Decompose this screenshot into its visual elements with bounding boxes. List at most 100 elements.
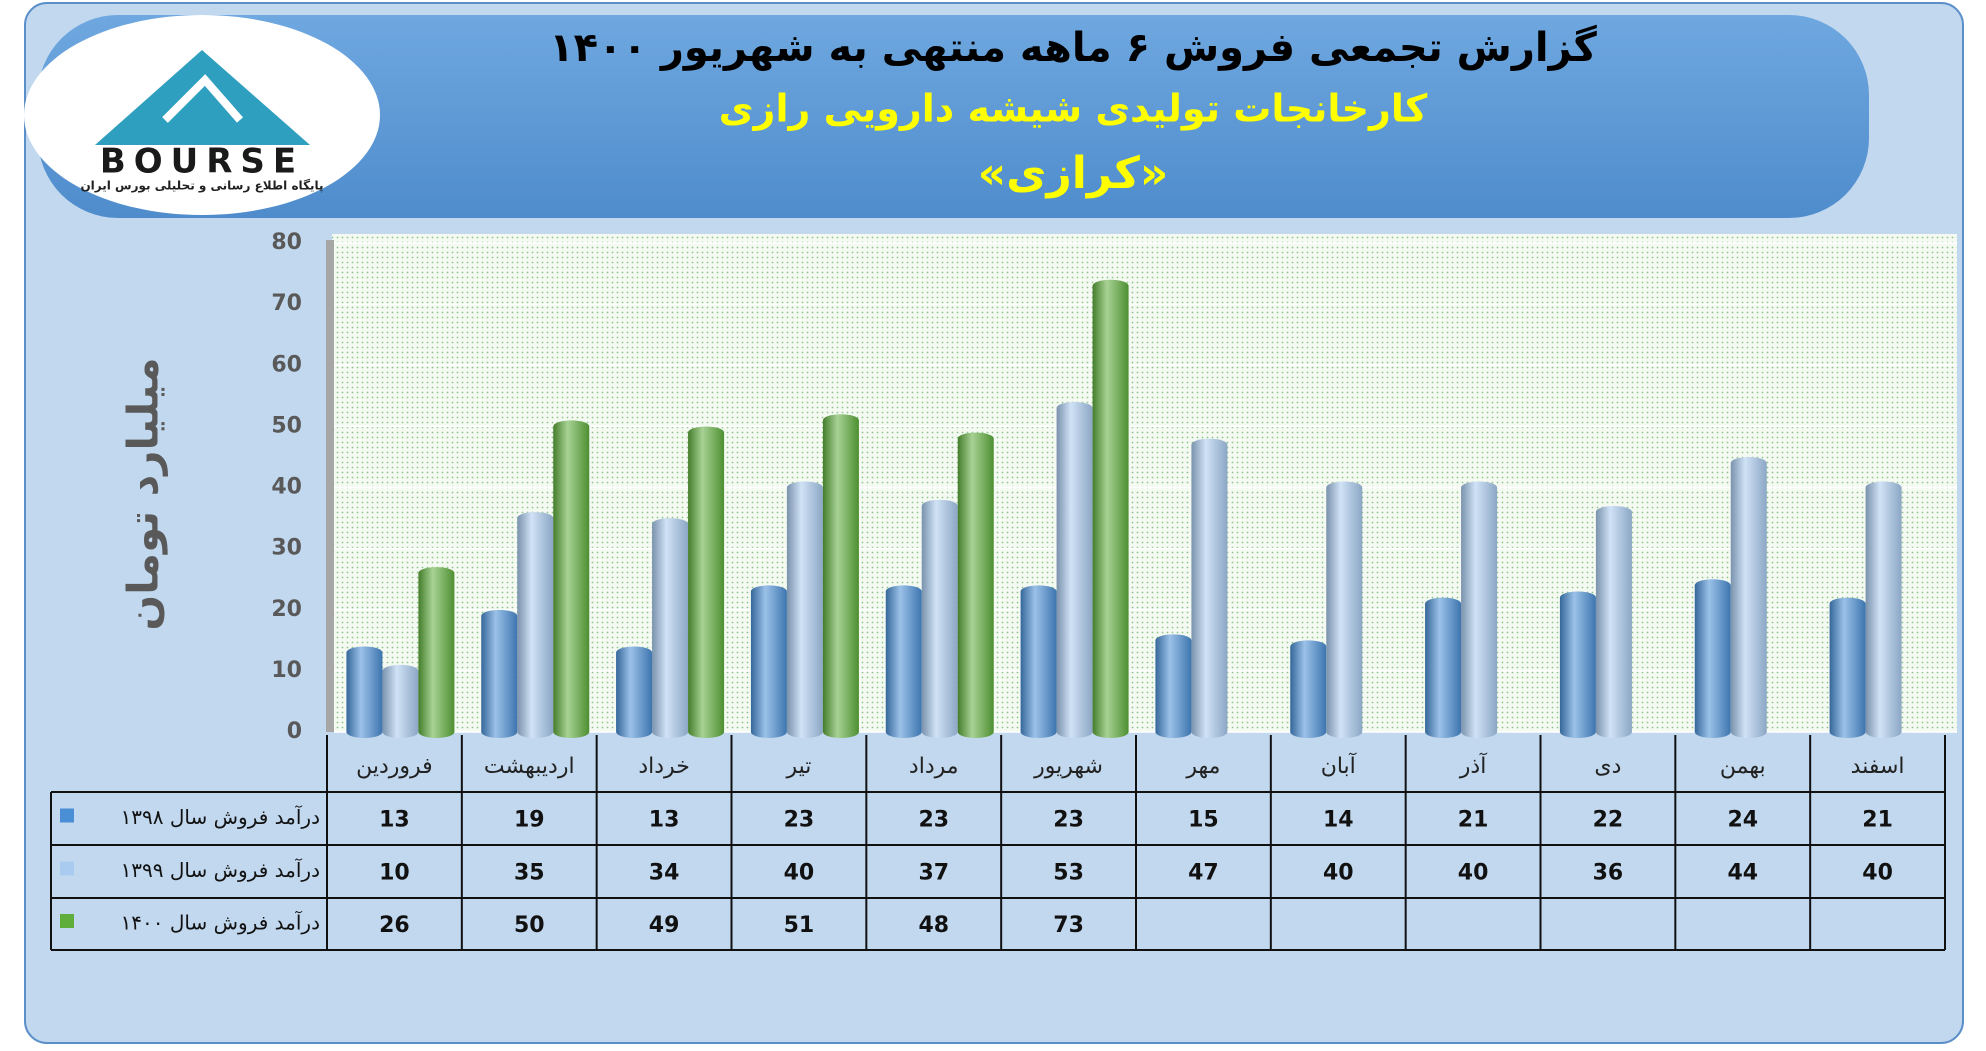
bar	[786, 481, 823, 738]
bar	[1290, 640, 1327, 738]
table-value: 50	[514, 913, 545, 938]
bar	[1056, 402, 1093, 738]
table-value: 34	[649, 861, 680, 886]
table-value: 53	[1053, 861, 1084, 886]
chart-title: گزارش تجمعی فروش ۶ ماهه منتهی به شهریور …	[549, 24, 1597, 71]
table-value: 24	[1727, 808, 1758, 833]
table-value: 51	[784, 913, 815, 938]
table-value: 40	[784, 861, 815, 886]
y-tick-label: 30	[271, 536, 302, 561]
bar	[921, 499, 958, 738]
x-tick-label: دی	[1594, 754, 1621, 779]
y-tick-label: 0	[287, 719, 302, 744]
bar	[1425, 597, 1462, 738]
header-banner	[38, 15, 1869, 218]
table-value: 10	[379, 861, 410, 886]
bar	[517, 512, 554, 738]
bar	[418, 567, 455, 738]
x-tick-label: مرداد	[909, 754, 959, 779]
bar	[652, 518, 689, 738]
legend-swatch	[60, 914, 74, 928]
legend-label: درآمد فروش سال ۱۳۹۸	[121, 804, 320, 829]
x-tick-label: اردیبهشت	[484, 754, 575, 779]
table-value: 47	[1188, 861, 1219, 886]
y-tick-label: 80	[271, 230, 302, 255]
x-tick-label: خرداد	[638, 754, 689, 779]
legend-swatch	[60, 861, 74, 876]
table-value: 26	[379, 913, 410, 938]
table-value: 37	[918, 861, 949, 886]
chart-symbol: «کرازی»	[978, 148, 1169, 199]
bar	[688, 426, 725, 738]
x-tick-label: آذر	[1459, 752, 1487, 779]
x-tick-label: مهر	[1185, 754, 1220, 779]
x-tick-label: بهمن	[1720, 754, 1766, 779]
legend-label: درآمد فروش سال ۱۳۹۹	[121, 857, 320, 882]
table-value: 40	[1458, 861, 1489, 886]
y-axis-label: میلیارد تومان	[119, 357, 169, 630]
bar	[957, 432, 994, 738]
bar	[885, 585, 922, 738]
legend-label: درآمد فروش سال ۱۴۰۰	[121, 910, 320, 935]
bar	[553, 420, 590, 738]
bar	[1865, 481, 1902, 738]
y-tick-label: 60	[271, 352, 302, 377]
bar	[1730, 457, 1767, 738]
table-value: 48	[918, 913, 949, 938]
y-tick-label: 10	[271, 658, 302, 683]
y-tick-label: 50	[271, 413, 302, 438]
x-tick-label: اسفند	[1851, 754, 1905, 779]
bar	[1461, 481, 1498, 738]
axis-wall	[326, 240, 334, 732]
bar	[346, 646, 383, 738]
table-value: 14	[1323, 808, 1354, 833]
table-value: 35	[514, 861, 545, 886]
x-tick-label: شهریور	[1033, 754, 1103, 779]
table-value: 44	[1727, 861, 1758, 886]
table-value: 23	[784, 808, 815, 833]
table-value: 23	[918, 808, 949, 833]
bar	[750, 585, 787, 738]
table-value: 19	[514, 808, 545, 833]
table-value: 49	[649, 913, 680, 938]
y-tick-label: 20	[271, 597, 302, 622]
chart-subtitle: کارخانجات تولیدی شیشه دارویی رازی	[719, 87, 1428, 132]
bar	[616, 646, 653, 738]
plot-area	[332, 234, 1957, 732]
x-tick-label: آبان	[1321, 752, 1357, 779]
bar	[382, 664, 419, 738]
x-tick-label: فروردین	[356, 754, 433, 779]
table-value: 21	[1862, 808, 1893, 833]
bar	[481, 609, 518, 738]
bar	[822, 414, 859, 738]
table-value: 73	[1053, 913, 1084, 938]
table-value: 15	[1188, 808, 1219, 833]
bar	[1191, 438, 1228, 738]
bar	[1092, 279, 1129, 738]
logo-icon	[95, 50, 310, 145]
bar	[1829, 597, 1866, 738]
table-value: 40	[1862, 861, 1893, 886]
bar	[1595, 505, 1632, 738]
table-value: 23	[1053, 808, 1084, 833]
bar	[1020, 585, 1057, 738]
y-tick-label: 40	[271, 475, 302, 500]
bar	[1326, 481, 1363, 738]
table-value: 22	[1593, 808, 1624, 833]
table-value: 13	[379, 808, 410, 833]
logo-icon-mark	[162, 74, 244, 123]
y-tick-label: 70	[271, 291, 302, 316]
table-value: 21	[1458, 808, 1489, 833]
x-tick-label: تیر	[785, 754, 811, 779]
table-value: 13	[649, 808, 680, 833]
bar	[1155, 634, 1192, 738]
bar	[1559, 591, 1596, 738]
legend-swatch	[60, 808, 74, 823]
table-value: 36	[1593, 861, 1624, 886]
table-value: 40	[1323, 861, 1354, 886]
logo-name: BOURSE	[100, 142, 304, 182]
bar	[1694, 579, 1731, 738]
logo-tagline: پایگاه اطلاع رسانی و تحلیلی بورس ایران	[80, 179, 323, 194]
